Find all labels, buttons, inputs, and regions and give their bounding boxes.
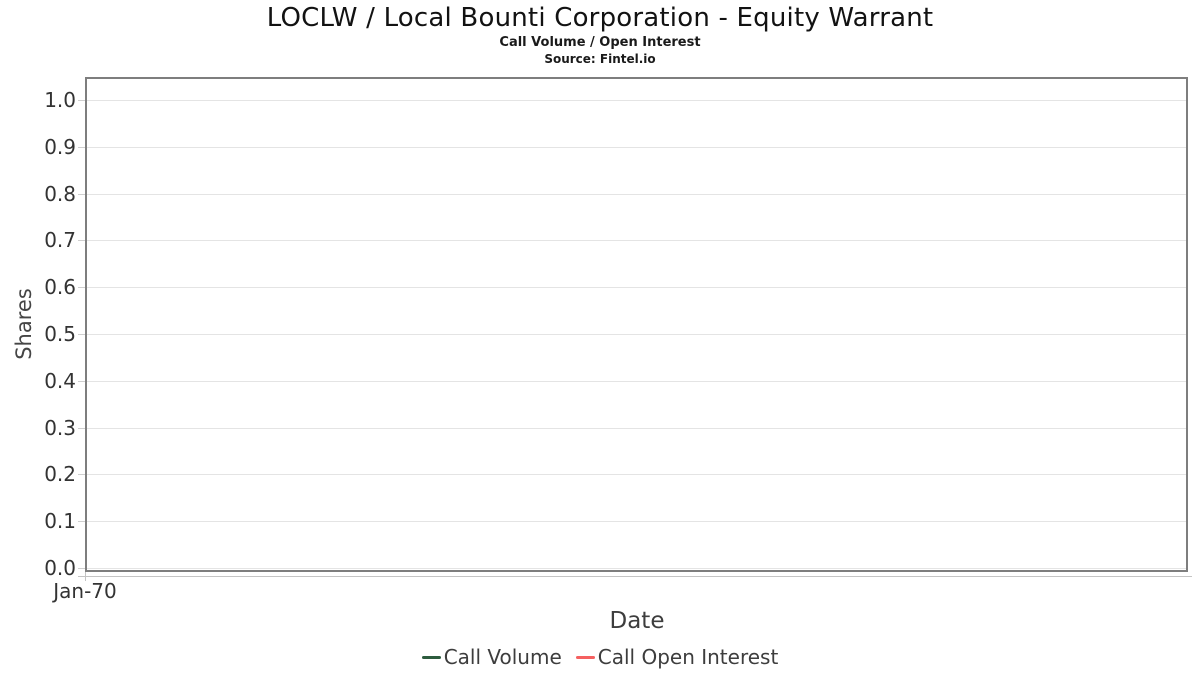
y-tick-mark [78,287,85,289]
x-tick-label: Jan-70 [53,579,117,603]
gridline [87,427,1186,429]
legend-item-call-volume[interactable]: Call Volume [421,645,562,669]
y-tick-mark [78,100,85,101]
y-tick-label: 0.4 [44,368,76,393]
y-tick-mark [78,193,85,195]
gridline [87,380,1186,382]
gridline [87,100,1186,101]
chart-subtitle: Call Volume / Open Interest [499,35,701,50]
gridline [87,287,1186,289]
y-tick-mark [78,146,85,148]
legend-line-icon [421,655,441,659]
gridline [87,193,1186,195]
x-axis-line [78,576,1192,577]
y-tick-label: 1.0 [44,88,76,112]
legend-label: Call Volume [443,645,562,669]
legend: Call Volume Call Open Interest [0,645,1200,669]
chart-title: LOCLW / Local Bounti Corporation - Equit… [266,3,934,33]
y-tick-label: 0.6 [44,275,76,300]
y-tick-label: 0.8 [44,181,76,206]
y-tick-mark [78,334,85,335]
y-tick-mark [78,240,85,242]
gridline [87,474,1186,476]
plot-area [85,77,1188,572]
chart-source: Source: Fintel.io [544,52,656,66]
y-tick-label: 0.2 [44,462,76,487]
legend-item-call-open-interest[interactable]: Call Open Interest [575,645,779,669]
gridline [87,521,1186,523]
gridline [87,334,1186,335]
y-tick-label: 0.9 [44,134,76,159]
gridline [87,240,1186,242]
y-tick-mark [78,474,85,476]
y-tick-label: 0.0 [44,556,76,580]
legend-line-icon [575,655,595,659]
x-tick-mark [85,572,86,581]
y-tick-mark [78,568,85,569]
y-tick-mark [78,380,85,382]
x-axis-label: Date [609,608,665,634]
gridline [87,146,1186,148]
y-tick-mark [78,427,85,429]
y-tick-label: 0.5 [44,322,76,346]
y-tick-mark [78,521,85,523]
gridline [87,568,1186,569]
legend-label: Call Open Interest [597,645,779,669]
y-tick-label: 0.3 [44,415,76,440]
y-tick-label: 0.1 [44,509,76,534]
y-tick-label: 0.7 [44,228,76,253]
